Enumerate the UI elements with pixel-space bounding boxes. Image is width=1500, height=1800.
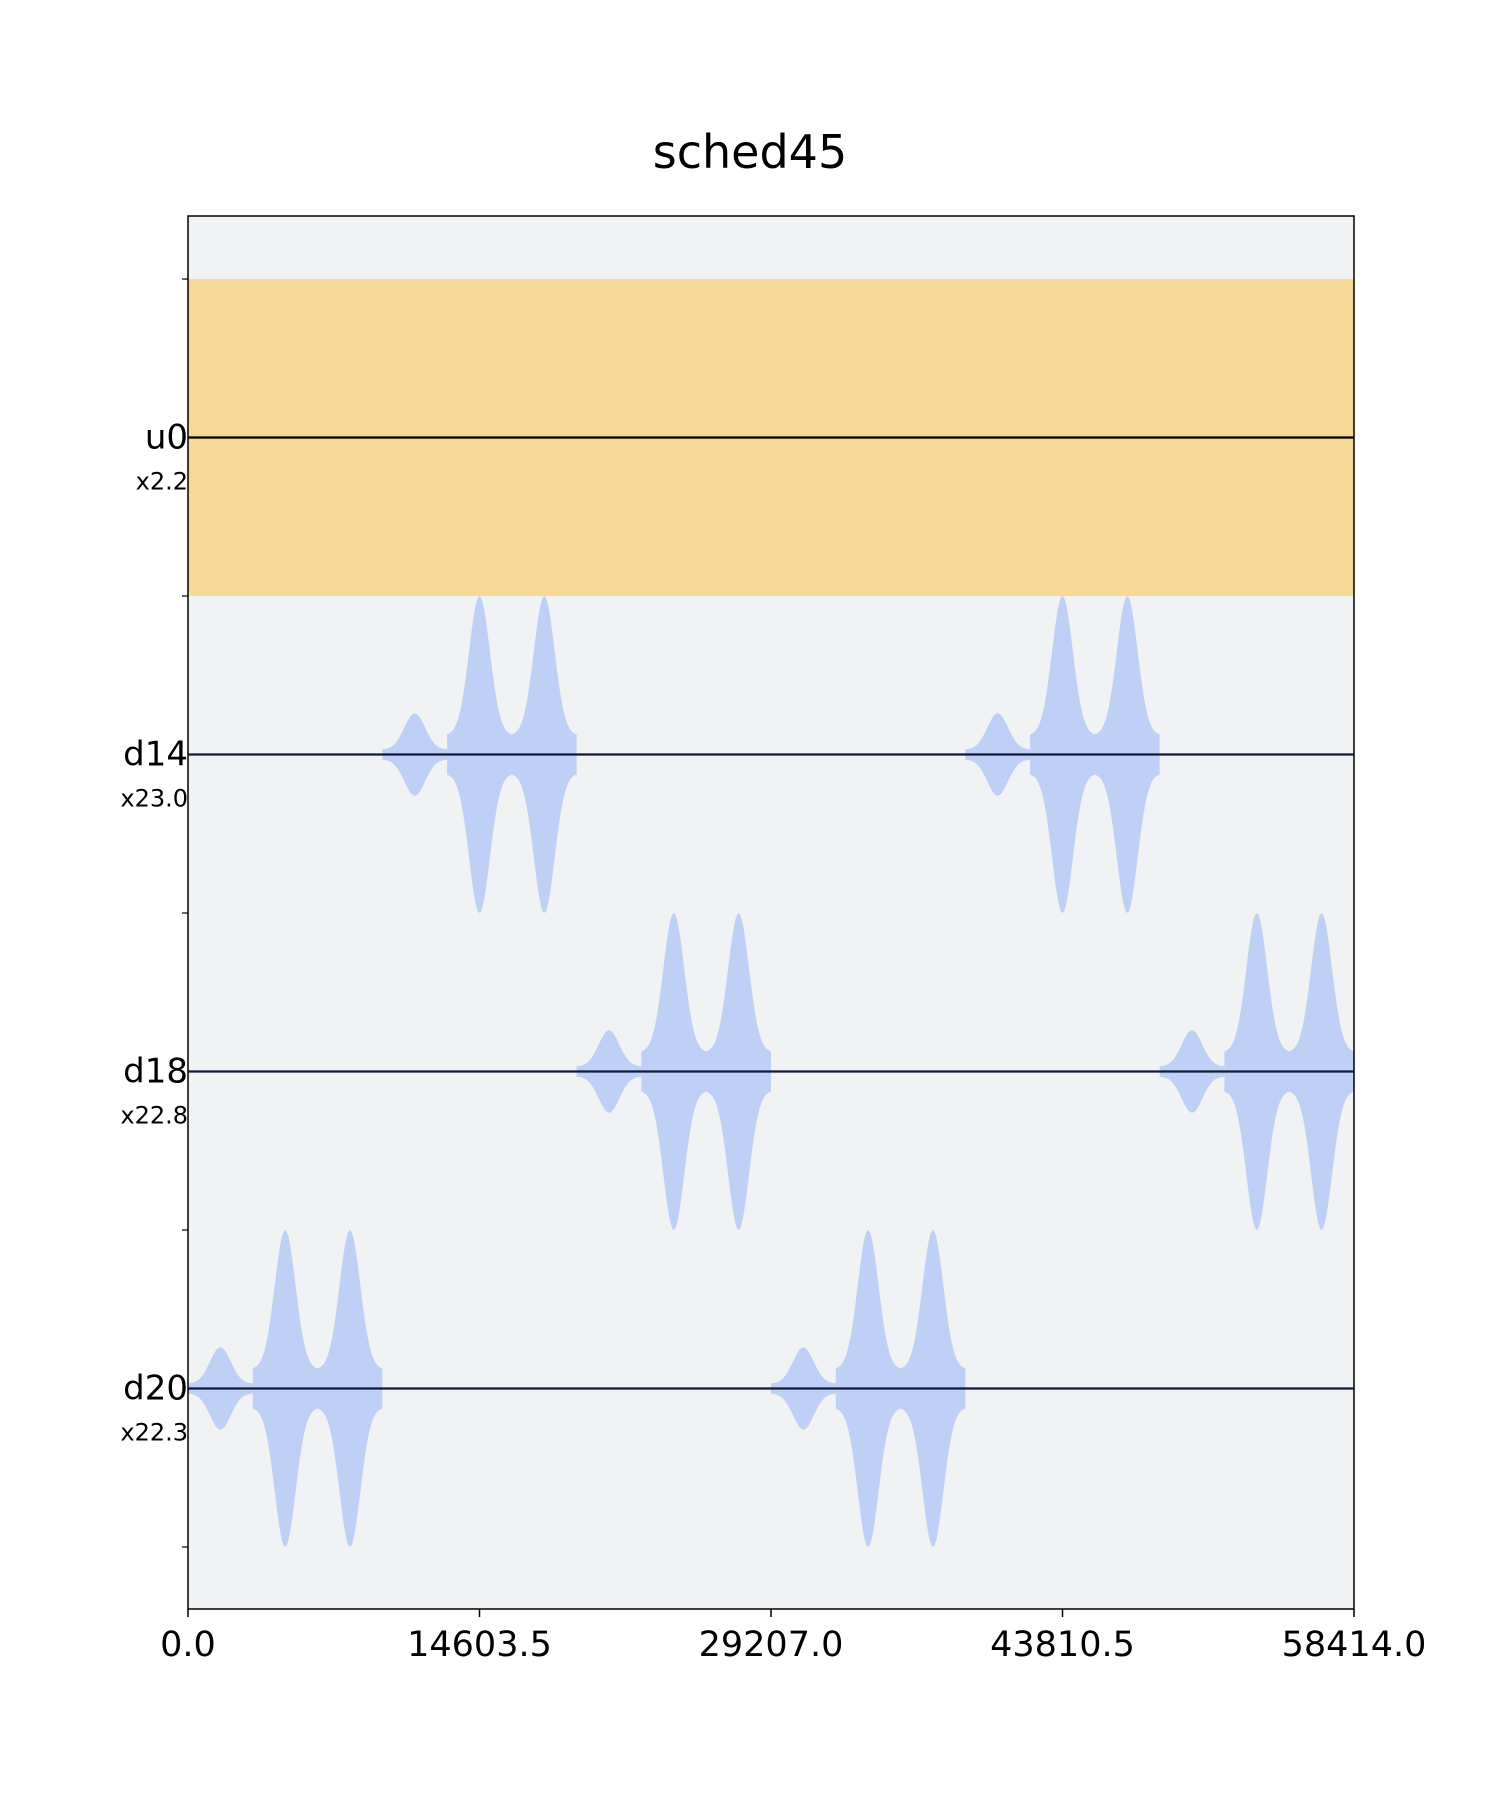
channel-label-d18: d18 [123,1052,188,1092]
channel-scale-d20: x22.3 [120,1419,188,1447]
channel-scale-d14: x23.0 [120,785,188,813]
channel-scale-u0: x2.2 [136,468,188,496]
channel-label-u0: u0 [145,418,188,458]
x-tick-label: 43810.5 [990,1625,1135,1665]
channel-label-d14: d14 [123,735,188,775]
x-tick-label: 29207.0 [699,1625,844,1665]
channel-scale-d18: x22.8 [120,1102,188,1130]
x-tick-label: 58414.0 [1282,1625,1427,1665]
x-tick-label: 0.0 [160,1625,216,1665]
x-tick-label: 14603.5 [407,1625,552,1665]
channel-label-d20: d20 [123,1369,188,1409]
chart-title: sched45 [653,125,847,179]
